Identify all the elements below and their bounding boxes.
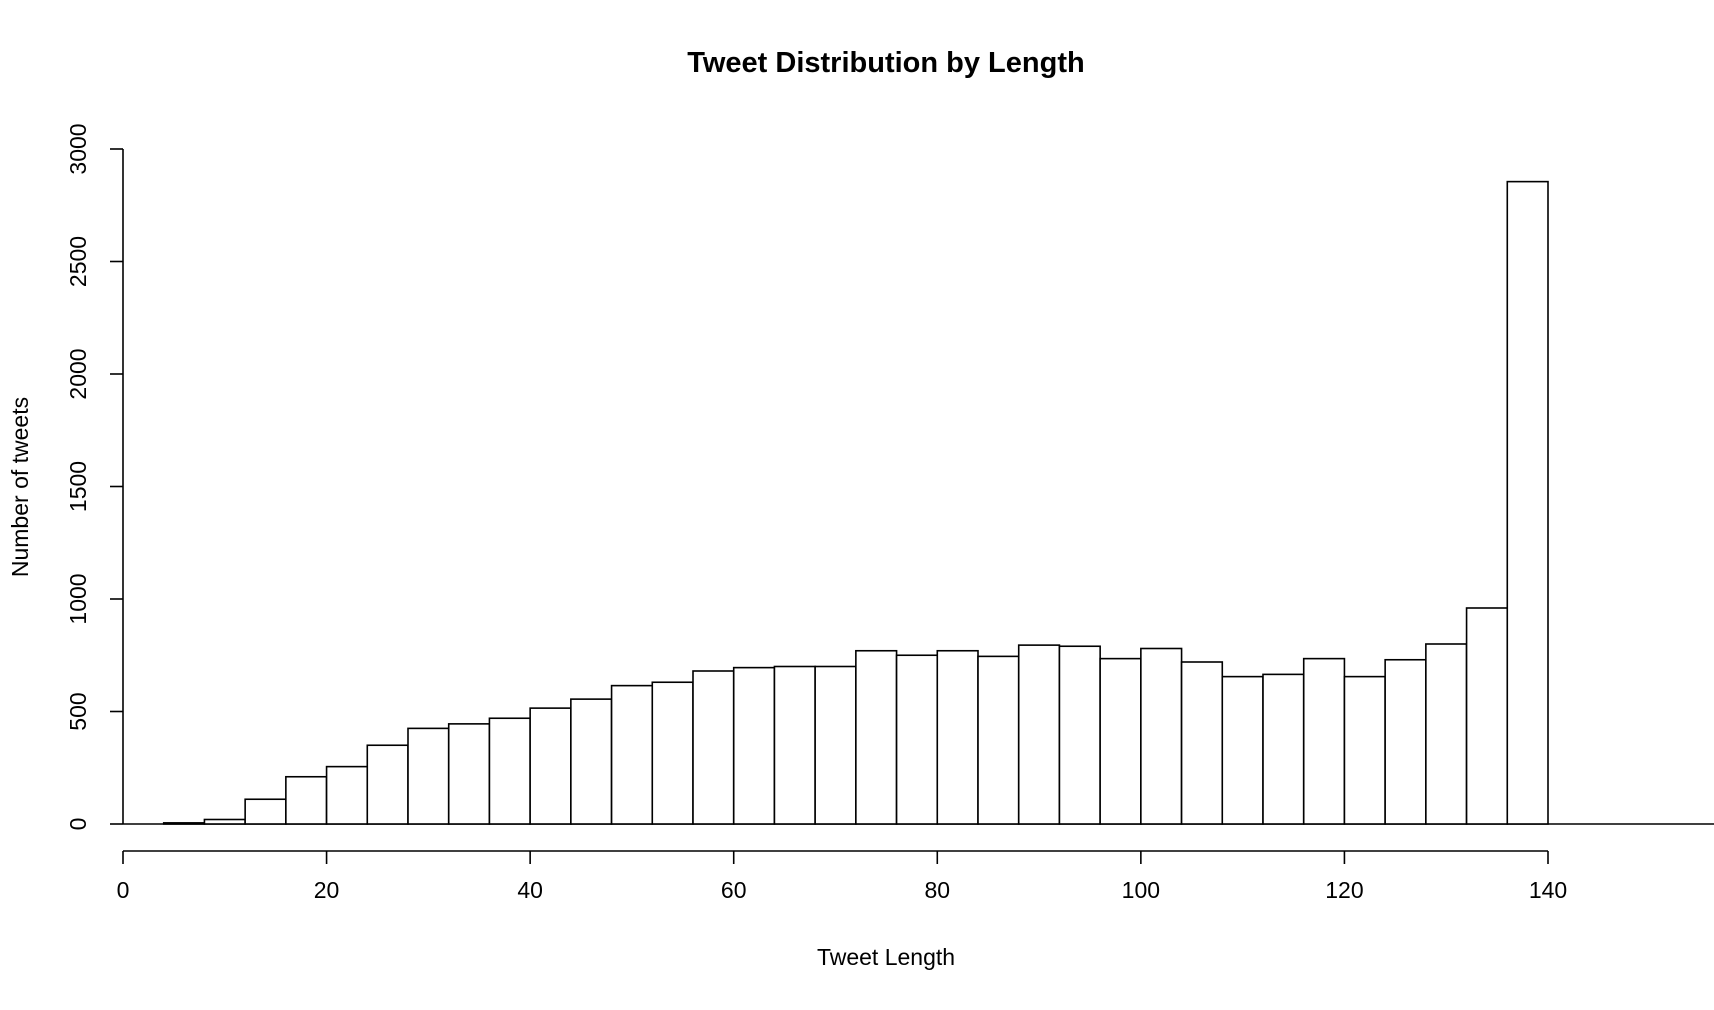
- histogram-bar: [1099, 657, 1142, 825]
- y-tick-label: 1500: [65, 461, 91, 512]
- histogram-bar: [325, 765, 369, 825]
- y-tick-label: 1000: [65, 573, 91, 624]
- histogram-bar: [855, 649, 898, 825]
- histogram-bar: [162, 822, 206, 825]
- x-tick-label: 0: [117, 877, 130, 903]
- y-axis: 0 500 1000 1500 2000 2500 3000: [65, 123, 124, 831]
- histogram-bar: [936, 649, 979, 825]
- histogram-bar: [366, 744, 409, 825]
- histogram-bar: [1343, 675, 1386, 825]
- histogram-bar: [1058, 645, 1101, 825]
- histogram-bar: [651, 681, 694, 825]
- x-tick-label: 40: [517, 877, 543, 903]
- histogram-bar: [1262, 673, 1305, 825]
- histogram-bar: [1425, 643, 1468, 825]
- y-tick-label: 3000: [65, 123, 91, 174]
- histogram-bar: [407, 727, 450, 825]
- histogram-bar: [244, 798, 287, 825]
- y-tick-label: 500: [65, 692, 91, 730]
- histogram-bar: [529, 707, 572, 825]
- histogram-bar: [1180, 661, 1224, 825]
- bars-group: [123, 180, 1714, 825]
- x-tick-label: 120: [1325, 877, 1363, 903]
- histogram-bar: [203, 818, 246, 825]
- histogram-bar: [1221, 675, 1264, 825]
- histogram-bar: [977, 655, 1020, 825]
- y-tick-label: 0: [65, 818, 91, 831]
- chart-title: Tweet Distribution by Length: [687, 47, 1084, 79]
- x-axis-label: Tweet Length: [817, 944, 955, 970]
- histogram-bar: [1384, 658, 1427, 825]
- histogram-bar: [1465, 607, 1509, 825]
- histogram-bar: [488, 717, 531, 825]
- y-tick-label: 2000: [65, 348, 91, 399]
- x-axis: 0 20 40 60 80 100 120 140: [117, 850, 1567, 903]
- histogram-bar: [610, 684, 654, 825]
- x-tick-label: 140: [1529, 877, 1567, 903]
- histogram-bar: [895, 654, 939, 825]
- histogram-bar: [285, 775, 328, 825]
- x-tick-label: 100: [1122, 877, 1160, 903]
- histogram-bar: [447, 723, 491, 825]
- histogram-bar: [1140, 647, 1183, 825]
- histogram-bar: [773, 665, 816, 825]
- y-tick-label: 2500: [65, 236, 91, 287]
- y-axis-label: Number of tweets: [7, 397, 33, 577]
- x-tick-label: 20: [314, 877, 340, 903]
- histogram-bar: [1506, 180, 1549, 825]
- histogram-bar: [1017, 644, 1061, 825]
- histogram-bar: [1302, 657, 1346, 825]
- x-tick-label: 80: [924, 877, 950, 903]
- histogram-bar: [732, 666, 776, 825]
- histogram-bar: [814, 665, 857, 825]
- histogram-bar: [570, 698, 613, 825]
- x-tick-label: 60: [721, 877, 747, 903]
- histogram-bar: [692, 670, 735, 825]
